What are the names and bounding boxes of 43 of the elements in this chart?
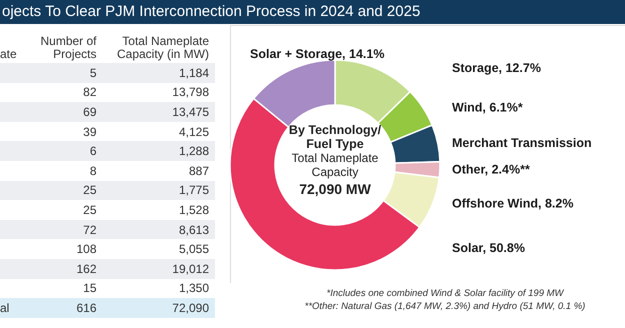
text: 39 xyxy=(82,124,98,141)
text: By Technology/ Fuel Type xyxy=(288,123,382,151)
text: *Includes one combined Wind & Solar facility of 199 MW xyxy=(326,287,566,300)
slice-label: Wind, 6.1%* xyxy=(452,100,523,114)
text: **Other: Natural Gas (1,647 MW, 2.3%) and Hydro (51 MW, 0.1 %) xyxy=(304,300,586,313)
text: 616 xyxy=(30,298,103,318)
text: 108 xyxy=(75,241,98,258)
text: 13,475 xyxy=(102,102,215,122)
slice-label: Storage, 12.7% xyxy=(452,61,541,76)
text: 5 xyxy=(30,63,103,83)
text: 1,288 xyxy=(102,141,215,161)
text: 25 xyxy=(82,202,98,219)
text: 1,350 xyxy=(178,280,210,298)
text: 162 xyxy=(30,258,103,279)
slice-label: Offshore Wind, 8.2% xyxy=(452,196,574,211)
text: ate xyxy=(0,46,18,63)
text: 5,055 xyxy=(178,241,210,258)
text: 69 xyxy=(30,102,103,122)
text: 1,184 xyxy=(102,63,215,83)
text: ojects To Clear PJM Interconnection Process in 2024 and 2025 xyxy=(0,0,625,24)
slice-label: Merchant Transmission xyxy=(452,136,592,150)
text: 4,125 xyxy=(178,124,210,141)
text: al xyxy=(0,298,30,318)
text: Total Nameplate Capacity xyxy=(290,151,380,179)
text: 72,090 xyxy=(102,298,215,318)
text: 15 xyxy=(82,280,98,298)
text: Total Nameplate Capacity (in MW) xyxy=(116,33,210,63)
text: Number of Projects xyxy=(39,33,98,63)
text: 72,090 MW xyxy=(298,181,372,197)
text: 1,775 xyxy=(102,180,215,200)
text: 1,528 xyxy=(178,202,210,219)
slice-label: Solar, 50.8% xyxy=(452,240,525,255)
slice-label: Other, 2.4%** xyxy=(452,162,530,177)
text: 13,798 xyxy=(171,84,210,102)
text: 72 xyxy=(30,220,103,240)
text: 6 xyxy=(30,141,103,161)
text: 25 xyxy=(30,180,103,200)
slice-label: Solar + Storage, 14.1% xyxy=(250,47,384,62)
text: 19,012 xyxy=(102,258,215,279)
text: 82 xyxy=(82,84,98,102)
text: 887 xyxy=(188,162,210,180)
text: 8,613 xyxy=(102,220,215,240)
text: 8 xyxy=(88,162,98,180)
